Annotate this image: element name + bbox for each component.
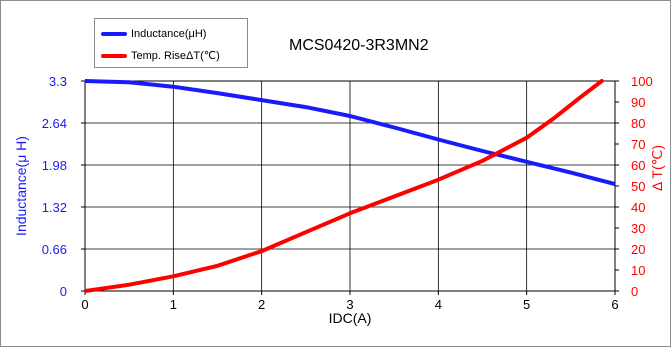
y-right-tick-label: 10: [631, 263, 645, 278]
y-right-tick-label: 100: [631, 74, 653, 89]
x-tick-label: 5: [523, 297, 530, 312]
series-line-temp-rise: [85, 79, 604, 293]
y-left-tick-label: 2.64: [42, 116, 67, 131]
legend-swatch-inductance: [101, 32, 127, 36]
x-axis-label: IDC(A): [329, 310, 372, 326]
y-left-axis-label: Inductance(μ H): [13, 136, 29, 236]
y-left-tick-label: 1.32: [42, 200, 67, 215]
y-right-axis-label: Δ T(℃): [649, 145, 665, 191]
chart-legend: Inductance(μH) Temp. RiseΔT(℃): [94, 18, 248, 68]
legend-item-temp-rise: Temp. RiseΔT(℃): [101, 49, 220, 62]
y-right-tick-label: 40: [631, 200, 645, 215]
x-tick-label: 1: [170, 297, 177, 312]
y-right-tick-label: 60: [631, 158, 645, 173]
series-line-inductance: [85, 79, 615, 187]
y-right-tick-label: 30: [631, 221, 645, 236]
y-right-tick-label: 0: [631, 284, 638, 299]
legend-item-inductance: Inductance(μH): [101, 28, 206, 40]
legend-label-temp-rise: Temp. RiseΔT(℃): [131, 50, 220, 62]
legend-label-inductance: Inductance(μH): [131, 28, 207, 40]
y-left-tick-label: 0: [60, 284, 67, 299]
x-tick-label: 6: [611, 297, 618, 312]
y-left-tick-label: 1.98: [42, 158, 67, 173]
y-right-tick-label: 70: [631, 137, 645, 152]
x-tick-label: 3: [346, 297, 353, 312]
x-tick-label: 4: [435, 297, 442, 312]
y-right-tick-label: 80: [631, 116, 645, 131]
y-right-tick-label: 90: [631, 95, 645, 110]
y-left-tick-label: 3.3: [49, 74, 67, 89]
x-tick-label: 0: [81, 297, 88, 312]
legend-swatch-temp-rise: [101, 53, 127, 58]
y-right-tick-label: 50: [631, 179, 645, 194]
y-left-tick-label: 0.66: [42, 242, 67, 257]
chart-title: MCS0420-3R3MN2: [289, 37, 429, 54]
y-right-tick-label: 20: [631, 242, 645, 257]
x-tick-label: 2: [258, 297, 265, 312]
